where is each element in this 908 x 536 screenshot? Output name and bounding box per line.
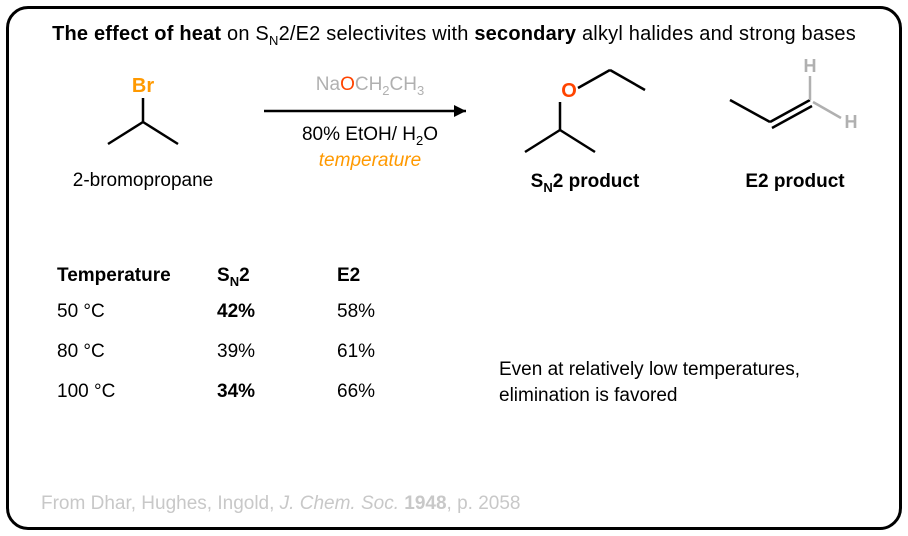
header-e2: E2 xyxy=(337,265,437,289)
sn2-n: N xyxy=(543,180,552,195)
reagent-na: Na xyxy=(316,74,340,95)
header-temperature: Temperature xyxy=(57,265,217,289)
cell-sn2: 34% xyxy=(217,381,337,403)
e2-product-label: E2 product xyxy=(715,171,875,193)
sn2-post: 2 product xyxy=(553,171,640,192)
header-sn2: SN2 xyxy=(217,265,337,289)
svg-text:H: H xyxy=(804,56,817,76)
ether-structure: O xyxy=(510,52,660,162)
reagent-text: NaOCH2CH3 xyxy=(255,74,485,98)
table-header-row: Temperature SN2 E2 xyxy=(57,265,437,289)
temperature-label: temperature xyxy=(255,150,485,172)
selectivity-table: Temperature SN2 E2 50 °C 42% 58% 80 °C 3… xyxy=(57,265,437,421)
reaction-arrow-icon xyxy=(260,102,480,120)
diagram-frame: The effect of heat on SN2/E2 selectivite… xyxy=(6,6,902,530)
solvent-text: 80% EtOH/ H2O xyxy=(255,124,485,148)
title-text2: alkyl halides and strong bases xyxy=(576,23,856,45)
bromopropane-structure: Br xyxy=(83,74,203,159)
arrow-block: NaOCH2CH3 80% EtOH/ H2O temperature xyxy=(255,74,485,172)
title-bold1: The effect of heat xyxy=(52,23,221,45)
sn2-s: S xyxy=(531,171,544,192)
sn2-product-block: O SN2 product xyxy=(505,52,665,195)
reagent-sub1: 2 xyxy=(382,83,389,98)
svg-text:Br: Br xyxy=(132,75,154,97)
reactant-block: Br 2-bromopropane xyxy=(63,74,223,192)
cell-temp: 100 °C xyxy=(57,381,217,403)
reagent-sub2: 3 xyxy=(417,83,424,98)
citation-journal: J. Chem. Soc. xyxy=(280,493,399,514)
cell-temp: 80 °C xyxy=(57,341,217,363)
e2-product-block: H H E2 product xyxy=(715,52,875,193)
svg-text:O: O xyxy=(561,80,577,102)
propene-structure: H H xyxy=(715,52,875,162)
solvent-o: O xyxy=(423,124,438,145)
cell-e2: 66% xyxy=(337,381,437,403)
reagent-ch1: CH xyxy=(355,74,382,95)
cell-sn2: 42% xyxy=(217,301,337,323)
title-two: 2/E2 selectivites with xyxy=(279,23,475,45)
title-sn: S xyxy=(255,23,269,45)
table-row: 50 °C 42% 58% xyxy=(57,301,437,323)
cell-e2: 61% xyxy=(337,341,437,363)
citation: From Dhar, Hughes, Ingold, J. Chem. Soc.… xyxy=(41,493,521,515)
cell-temp: 50 °C xyxy=(57,301,217,323)
table-row: 80 °C 39% 61% xyxy=(57,341,437,363)
sn2-product-label: SN2 product xyxy=(505,171,665,195)
citation-year: 1948 xyxy=(399,493,447,514)
citation-post: , p. 2058 xyxy=(447,493,521,514)
title-bold2: secondary xyxy=(474,23,576,45)
solvent-pre: 80% EtOH/ H xyxy=(302,124,416,145)
svg-text:H: H xyxy=(845,112,858,132)
cell-e2: 58% xyxy=(337,301,437,323)
reaction-scheme: Br 2-bromopropane NaOCH2CH3 80% EtOH/ H2… xyxy=(35,74,873,234)
reagent-ch2: CH xyxy=(390,74,417,95)
note-text: Even at relatively low temperatures, eli… xyxy=(499,357,859,408)
reagent-o: O xyxy=(340,74,355,95)
title: The effect of heat on SN2/E2 selectivite… xyxy=(35,23,873,48)
citation-pre: From Dhar, Hughes, Ingold, xyxy=(41,493,280,514)
table-row: 100 °C 34% 66% xyxy=(57,381,437,403)
reactant-label: 2-bromopropane xyxy=(63,170,223,192)
title-n: N xyxy=(269,33,279,48)
cell-sn2: 39% xyxy=(217,341,337,363)
title-text1: on xyxy=(221,23,255,45)
